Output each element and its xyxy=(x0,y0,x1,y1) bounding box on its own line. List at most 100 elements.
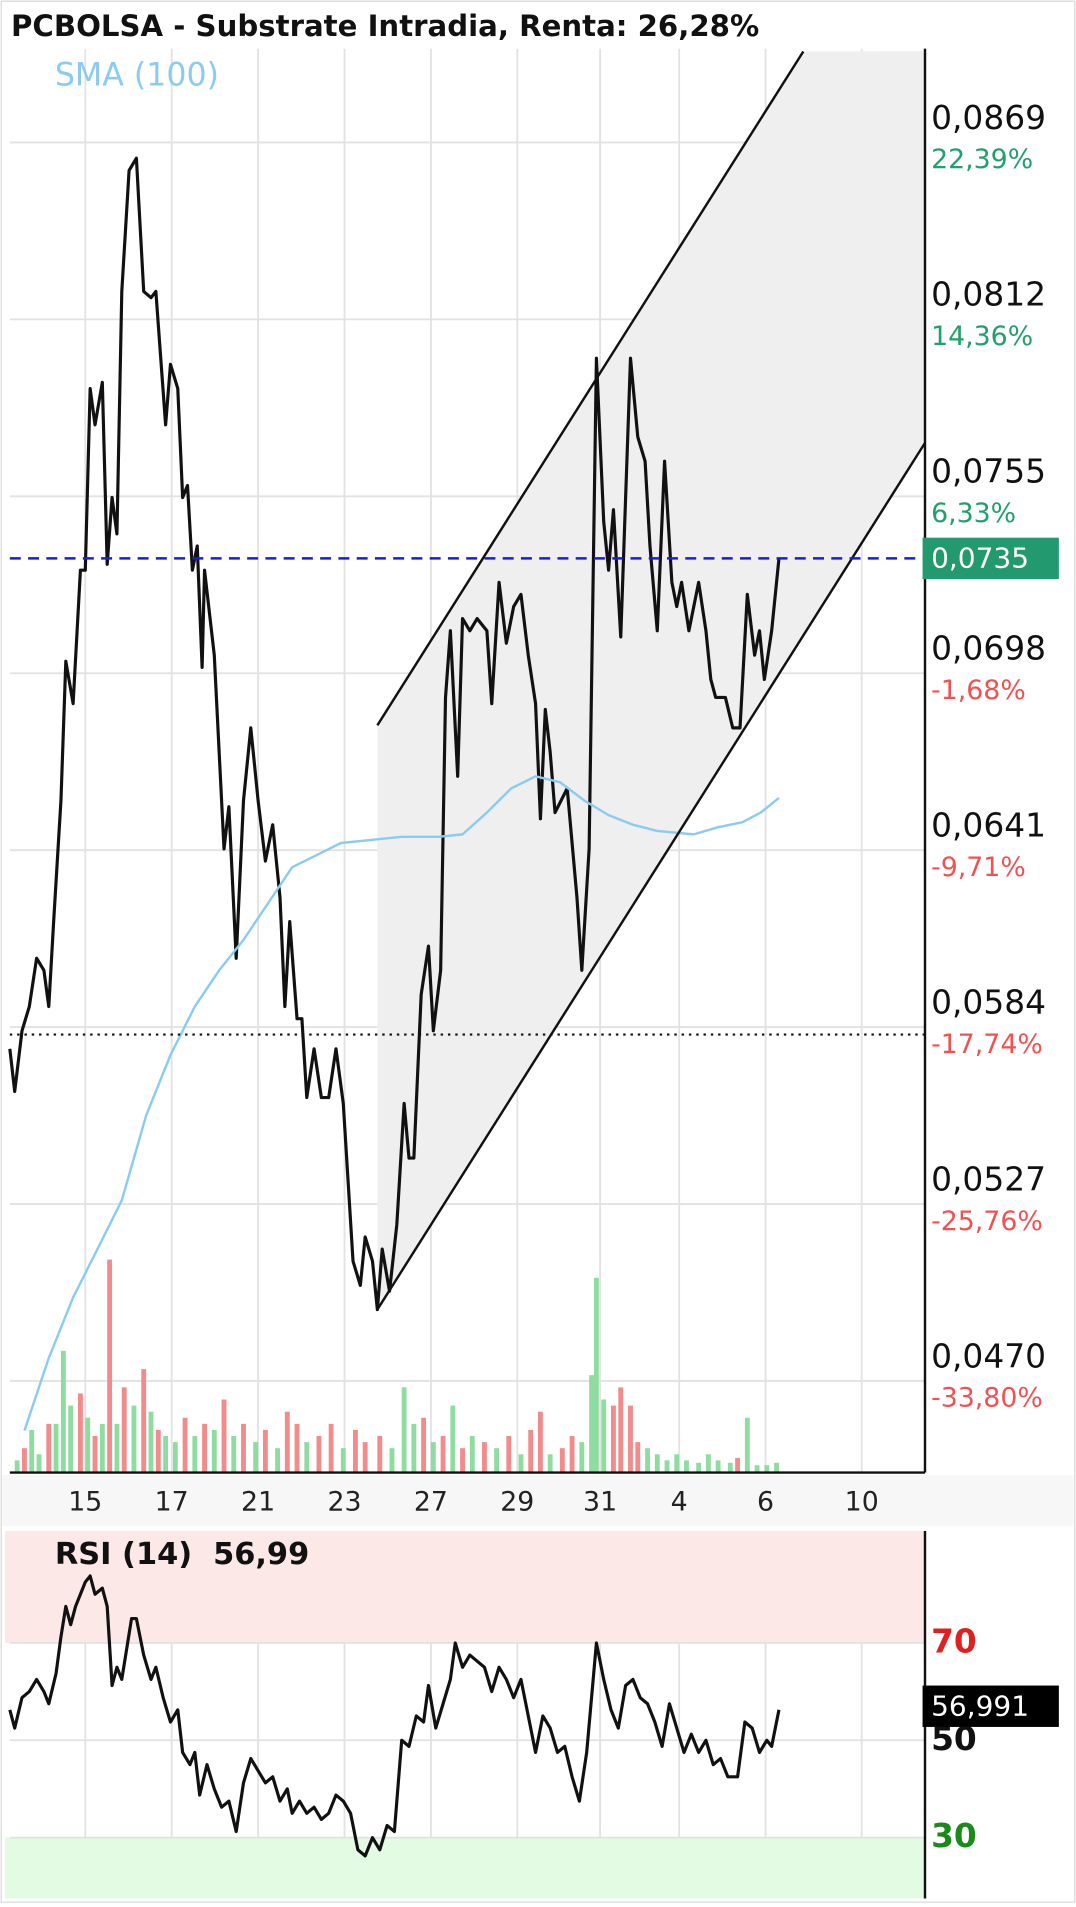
volume-bar xyxy=(107,1259,113,1473)
volume-bar xyxy=(774,1462,779,1473)
volume-bar xyxy=(450,1405,456,1473)
volume-bar xyxy=(440,1436,446,1473)
volume-bar xyxy=(754,1465,760,1473)
volume-bar xyxy=(411,1423,417,1473)
volume-bar xyxy=(328,1423,334,1473)
volume-bar xyxy=(77,1393,83,1473)
volume-bar xyxy=(14,1460,20,1473)
x-tick-label: 23 xyxy=(327,1486,361,1517)
series-line xyxy=(8,1574,781,1858)
volume-bar xyxy=(389,1448,395,1473)
volume-bar xyxy=(141,1369,147,1473)
volume-bar xyxy=(304,1442,310,1473)
volume-bar xyxy=(353,1429,358,1473)
y-tick-label: 0,0527 xyxy=(931,1160,1046,1198)
y-tick-label: 0,0641 xyxy=(931,807,1046,845)
volume-bar xyxy=(715,1460,721,1473)
last-price-label: 0,0735 xyxy=(931,542,1029,575)
title-background xyxy=(2,2,923,49)
volume-bar xyxy=(53,1423,59,1473)
volume-bar xyxy=(202,1423,207,1473)
last-value-label: 56,991 xyxy=(931,1689,1029,1722)
volume-bar xyxy=(628,1405,633,1473)
volume-bar xyxy=(163,1436,169,1473)
chart-title: PCBOLSA - Substrate Intradia, Renta: 26,… xyxy=(11,9,759,43)
volume-bar xyxy=(231,1436,237,1473)
volume-bar xyxy=(611,1405,616,1473)
volume-bar xyxy=(469,1436,475,1473)
volume-bar xyxy=(36,1454,42,1473)
volume-bar xyxy=(506,1436,512,1473)
volume-bar xyxy=(559,1448,565,1473)
volume-bar xyxy=(92,1436,98,1473)
volume-bar xyxy=(253,1442,259,1473)
y-tick-change: 14,36% xyxy=(931,321,1033,352)
volume-bar xyxy=(579,1442,585,1473)
volume-bar xyxy=(547,1454,553,1473)
x-tick-label: 21 xyxy=(241,1486,275,1517)
rsi-zone xyxy=(4,1837,925,1899)
y-tick-label: 0,0869 xyxy=(931,99,1046,137)
series-line xyxy=(8,156,781,1312)
x-tick-label: 17 xyxy=(155,1486,189,1517)
volume-bar xyxy=(645,1448,650,1473)
volume-bar xyxy=(528,1429,534,1473)
volume-bar xyxy=(284,1411,290,1473)
y-tick-change: 6,33% xyxy=(931,498,1016,529)
volume-bar xyxy=(601,1399,607,1473)
last-value-box xyxy=(922,1685,1059,1727)
volume-bar xyxy=(192,1436,198,1473)
y-tick-change: -17,74% xyxy=(931,1029,1043,1060)
volume-bar xyxy=(482,1442,487,1473)
y-tick-label: 0,0584 xyxy=(931,983,1046,1021)
volume-bar xyxy=(569,1436,575,1473)
volume-bar xyxy=(362,1442,368,1473)
volume-bar xyxy=(316,1436,322,1473)
rsi-value: 56,99 xyxy=(213,1537,309,1572)
volume-bar xyxy=(131,1405,137,1473)
volume-bar xyxy=(664,1460,670,1473)
volume-bar xyxy=(46,1423,52,1473)
volume-bar xyxy=(85,1417,91,1473)
y-tick-label: 0,0755 xyxy=(931,453,1046,491)
volume-bar xyxy=(635,1442,641,1473)
channel-line xyxy=(376,442,927,1311)
series-line xyxy=(23,775,780,1432)
volume-bar xyxy=(262,1429,268,1473)
x-tick-label: 10 xyxy=(845,1486,879,1517)
x-tick-label: 29 xyxy=(500,1486,534,1517)
volume-bar xyxy=(68,1405,74,1473)
volume-bar xyxy=(684,1460,689,1473)
volume-bar xyxy=(618,1387,624,1473)
channel-area xyxy=(377,51,925,1310)
volume-bar xyxy=(182,1417,188,1473)
y-tick-change: -33,80% xyxy=(931,1383,1043,1414)
last-price-box xyxy=(922,537,1059,580)
volume-bar xyxy=(705,1454,711,1473)
volume-bar xyxy=(430,1442,436,1473)
volume-bar xyxy=(654,1454,660,1473)
x-tick-label: 31 xyxy=(583,1486,617,1517)
y-tick-change: -25,76% xyxy=(931,1206,1043,1237)
volume-bar xyxy=(121,1387,127,1473)
volume-bar xyxy=(172,1442,178,1473)
y-tick-label: 0,0470 xyxy=(931,1337,1046,1375)
volume-bar xyxy=(377,1436,383,1473)
rsi-zone xyxy=(4,1530,925,1643)
volume-bar xyxy=(735,1457,741,1473)
volume-bar xyxy=(275,1448,281,1473)
volume-bar xyxy=(155,1429,161,1473)
volume-bar xyxy=(696,1462,702,1473)
rsi-title: RSI (14) xyxy=(55,1537,192,1572)
volume-bar xyxy=(294,1423,300,1473)
volume-bar xyxy=(114,1423,120,1473)
volume-bar xyxy=(494,1448,500,1473)
y-tick-label: 0,0812 xyxy=(931,276,1046,314)
volume-bar xyxy=(211,1429,217,1473)
volume-bar xyxy=(421,1417,427,1473)
volume-bar xyxy=(460,1448,465,1473)
volume-bar xyxy=(727,1462,733,1473)
